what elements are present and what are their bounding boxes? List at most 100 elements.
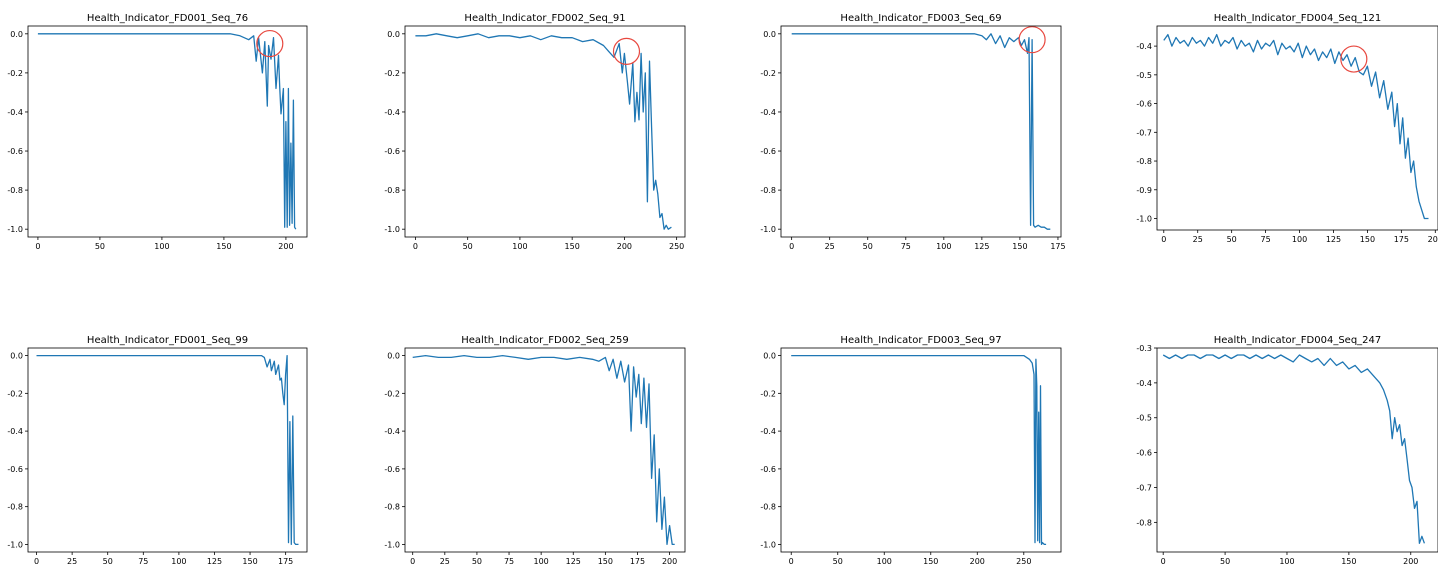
x-tick-label: 0: [789, 242, 794, 251]
axes-frame: [1156, 347, 1438, 553]
y-tick-label: -0.8: [384, 503, 400, 512]
x-tick-label: 150: [598, 557, 613, 566]
series-line-1: [791, 354, 1047, 546]
y-tick-label: -0.4: [760, 108, 776, 117]
x-tick-label: 75: [138, 557, 148, 566]
x-tick-label: 100: [171, 557, 186, 566]
x-tick-label: 175: [278, 557, 293, 566]
series-line-1: [1163, 33, 1429, 220]
x-tick-label: 50: [863, 242, 873, 251]
y-tick-label: -0.9: [1136, 186, 1152, 195]
chart-panel-3: Health_Indicator_FD003_Seq_69 0 25 50 75 100 1…: [760, 13, 1065, 251]
y-tick-label: -0.8: [760, 503, 776, 512]
y-tick-label: -0.5: [1136, 414, 1152, 423]
y-tick-label: -0.4: [1136, 379, 1152, 388]
y-tick-label: -1.0: [1136, 215, 1152, 224]
x-tick-label: 150: [1012, 242, 1027, 251]
highlight-circle-annotation: [612, 37, 641, 65]
highlight-circle-annotation: [1340, 45, 1368, 73]
x-tick-label: 25: [825, 242, 835, 251]
y-tick-label: 0.0: [10, 352, 23, 361]
y-tick-label: -0.8: [7, 186, 23, 195]
y-tick-label: -0.7: [1136, 483, 1152, 492]
x-tick-label: 125: [974, 242, 989, 251]
y-tick-label: -0.2: [384, 69, 400, 78]
x-tick-label: 75: [1261, 235, 1271, 244]
x-tick-label: 100: [936, 242, 951, 251]
x-tick-label: 150: [1360, 235, 1375, 244]
y-tick-label: 0.0: [763, 352, 776, 361]
series-line-1: [36, 354, 299, 546]
x-tick-label: 125: [1326, 235, 1341, 244]
x-tick-label: 100: [1292, 235, 1307, 244]
x-tick-label: 150: [1341, 557, 1356, 566]
y-tick-label: -0.6: [7, 147, 23, 156]
axes-frame: [780, 25, 1062, 238]
y-tick-label: -0.3: [1136, 344, 1152, 353]
y-tick-label: -0.4: [7, 108, 23, 117]
x-tick-label: 200: [1428, 235, 1438, 244]
y-tick-label: -0.8: [1136, 518, 1152, 527]
chart-title: Health_Indicator_FD003_Seq_69: [840, 13, 1001, 24]
x-tick-label: 25: [440, 557, 450, 566]
y-tick-label: -0.5: [1136, 71, 1152, 80]
axes-frame: [27, 25, 308, 238]
chart-title: Health_Indicator_FD001_Seq_76: [87, 13, 248, 24]
chart-title: Health_Indicator_FD004_Seq_247: [1214, 335, 1382, 346]
y-tick-label: -0.2: [760, 389, 776, 398]
chart-panel-4: Health_Indicator_FD004_Seq_121 0 25 50 75 100…: [1136, 13, 1438, 244]
x-tick-label: 100: [877, 557, 892, 566]
axes-frame: [780, 347, 1062, 553]
chart-panel-1: Health_Indicator_FD001_Seq_76 0 50 100 150 20…: [7, 13, 308, 251]
y-tick-label: -0.8: [384, 186, 400, 195]
y-tick-label: 0.0: [763, 30, 776, 39]
y-tick-label: -1.0: [7, 225, 23, 234]
x-tick-label: 175: [1394, 235, 1409, 244]
y-tick-label: -0.6: [760, 465, 776, 474]
y-tick-label: 0.0: [10, 30, 23, 39]
x-tick-label: 200: [617, 242, 632, 251]
chart-title: Health_Indicator_FD003_Seq_97: [840, 335, 1001, 346]
x-tick-label: 50: [833, 557, 843, 566]
x-tick-label: 250: [1016, 557, 1031, 566]
highlight-circle-annotation: [1018, 26, 1046, 54]
x-tick-label: 0: [34, 557, 39, 566]
chart-panel-8: Health_Indicator_FD004_Seq_247 0 50 100 150 2…: [1136, 335, 1438, 566]
x-tick-label: 50: [1220, 557, 1230, 566]
y-tick-label: -0.4: [384, 108, 400, 117]
y-tick-label: -0.2: [384, 389, 400, 398]
x-tick-label: 50: [95, 242, 105, 251]
y-tick-label: -1.0: [760, 540, 776, 549]
y-tick-label: -0.2: [7, 69, 23, 78]
x-tick-label: 75: [504, 557, 514, 566]
x-tick-label: 200: [662, 557, 677, 566]
y-tick-label: -0.6: [760, 147, 776, 156]
x-tick-label: 100: [512, 242, 527, 251]
x-tick-label: 50: [472, 557, 482, 566]
x-tick-label: 0: [413, 242, 418, 251]
y-tick-label: -0.4: [7, 427, 23, 436]
y-tick-label: -0.6: [384, 465, 400, 474]
series-line-1: [1162, 354, 1426, 544]
y-tick-label: -0.7: [1136, 128, 1152, 137]
y-tick-label: -0.2: [760, 69, 776, 78]
y-tick-label: -0.6: [7, 465, 23, 474]
x-tick-label: 100: [534, 557, 549, 566]
y-tick-label: -0.8: [760, 186, 776, 195]
x-tick-label: 100: [1279, 557, 1294, 566]
chart-title: Health_Indicator_FD002_Seq_259: [461, 335, 629, 346]
highlight-circle-annotation: [256, 29, 284, 58]
axes-frame: [404, 347, 686, 553]
chart-title: Health_Indicator_FD004_Seq_121: [1214, 13, 1382, 24]
x-tick-label: 0: [410, 557, 415, 566]
x-tick-label: 200: [278, 242, 293, 251]
chart-title: Health_Indicator_FD001_Seq_99: [87, 335, 248, 346]
x-tick-label: 0: [1161, 235, 1166, 244]
y-tick-label: -0.4: [384, 427, 400, 436]
y-tick-label: -0.6: [1136, 449, 1152, 458]
series-line-1: [791, 33, 1051, 230]
x-tick-label: 125: [207, 557, 222, 566]
series-line-1: [37, 33, 297, 230]
y-tick-label: 0.0: [387, 30, 400, 39]
